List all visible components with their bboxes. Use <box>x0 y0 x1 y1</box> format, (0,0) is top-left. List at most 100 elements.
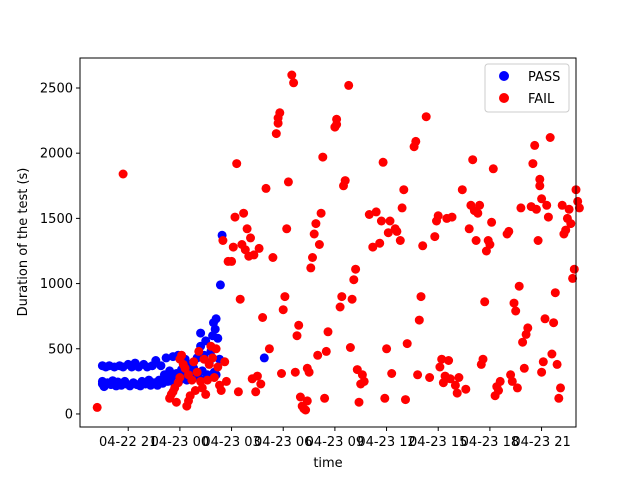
data-point-fail <box>437 354 447 364</box>
data-point-fail <box>401 395 410 405</box>
data-point-fail <box>530 140 540 150</box>
data-point-fail <box>278 305 288 315</box>
data-point-fail <box>232 159 242 169</box>
data-point-fail <box>475 200 485 210</box>
x-tick-label: 04-23 06 <box>254 435 312 450</box>
data-point-fail <box>349 275 359 285</box>
data-point-fail <box>235 294 245 304</box>
data-point-fail <box>528 159 538 169</box>
data-point-fail <box>227 256 237 266</box>
data-point-fail <box>413 370 423 380</box>
data-point-fail <box>495 376 505 386</box>
data-point-fail <box>545 133 555 142</box>
data-point-fail <box>375 238 385 248</box>
data-point-fail <box>320 393 330 403</box>
x-tick-label: 04-23 09 <box>306 435 364 450</box>
x-tick-label: 04-23 21 <box>512 435 570 450</box>
data-point-fail <box>397 203 407 213</box>
data-point-fail <box>268 253 278 262</box>
data-point-fail <box>340 176 350 186</box>
data-point-fail <box>435 362 445 372</box>
data-point-fail <box>208 353 218 363</box>
x-axis-label: time <box>313 456 342 471</box>
data-point-fail <box>504 226 514 236</box>
data-point-fail <box>213 362 223 372</box>
data-point-fail <box>261 183 271 193</box>
data-point-fail <box>190 386 200 395</box>
data-point-fail <box>345 343 355 352</box>
data-point-fail <box>514 281 524 291</box>
legend-label-pass: PASS <box>528 70 560 85</box>
data-point-fail <box>535 181 545 191</box>
data-point-fail <box>537 367 547 377</box>
data-point-fail <box>264 344 274 354</box>
legend: PASS FAIL <box>484 63 570 113</box>
x-tick-label: 04-23 15 <box>409 435 467 450</box>
x-tick-label: 04-23 00 <box>151 435 209 450</box>
data-point-fail <box>516 203 526 213</box>
data-point-fail <box>239 208 249 218</box>
data-point-fail <box>519 363 529 373</box>
data-point-fail <box>228 242 238 252</box>
data-point-fail <box>494 386 503 395</box>
data-point-fail <box>337 292 347 302</box>
data-point-fail <box>364 210 374 219</box>
data-point-fail <box>433 211 443 221</box>
series-fail <box>92 70 584 415</box>
data-point-fail <box>568 273 578 283</box>
data-point-fail <box>218 236 228 245</box>
data-point-fail <box>542 200 552 210</box>
data-point-fail <box>447 212 457 222</box>
data-point-fail <box>118 169 128 179</box>
data-point-fail <box>540 314 550 324</box>
data-point-fail <box>354 397 364 407</box>
data-point-fail <box>256 379 266 389</box>
data-point-fail <box>473 208 483 218</box>
y-axis: 0 500 1000 1500 2000 2500 <box>40 81 80 422</box>
data-point-fail <box>416 292 426 302</box>
data-point-fail <box>421 112 431 122</box>
data-point-fail <box>194 346 204 356</box>
data-point-fail <box>171 397 181 407</box>
data-point-fail <box>273 113 283 123</box>
data-point-fail <box>538 357 548 367</box>
data-point-fail <box>461 384 471 394</box>
data-point-fail <box>280 292 290 302</box>
data-point-fail <box>359 376 369 386</box>
data-point-fail <box>523 323 533 333</box>
data-point-fail <box>189 357 199 367</box>
data-point-fail <box>202 375 212 385</box>
points-layer <box>92 70 584 415</box>
data-point-fail <box>233 387 243 397</box>
data-point-fail <box>464 224 474 234</box>
data-point-fail <box>242 224 252 234</box>
data-point-fail <box>332 120 342 129</box>
data-point-pass <box>215 280 225 290</box>
data-point-fail <box>311 219 321 229</box>
data-point-fail <box>289 78 299 88</box>
data-point-fail <box>306 263 316 273</box>
data-point-fail <box>454 373 464 382</box>
data-point-fail <box>552 359 562 369</box>
data-point-fail <box>385 216 395 226</box>
data-point-fail <box>201 389 211 399</box>
data-point-fail <box>246 233 255 243</box>
data-point-fail <box>258 313 268 322</box>
data-point-fail <box>402 339 412 349</box>
data-point-pass <box>213 333 223 343</box>
data-point-fail <box>321 346 331 356</box>
data-point-fail <box>283 177 293 187</box>
data-point-fail <box>533 236 543 245</box>
data-point-fail <box>452 388 462 398</box>
data-point-fail <box>318 152 328 162</box>
data-point-fail <box>488 164 498 174</box>
data-point-fail <box>302 396 312 406</box>
data-point-fail <box>549 318 559 328</box>
data-point-fail <box>561 225 571 235</box>
data-point-fail <box>187 375 197 385</box>
data-point-fail <box>566 219 576 229</box>
data-point-fail <box>177 350 187 360</box>
legend-label-fail: FAIL <box>528 92 555 107</box>
data-point-pass <box>210 324 220 334</box>
data-point-fail <box>378 157 388 167</box>
